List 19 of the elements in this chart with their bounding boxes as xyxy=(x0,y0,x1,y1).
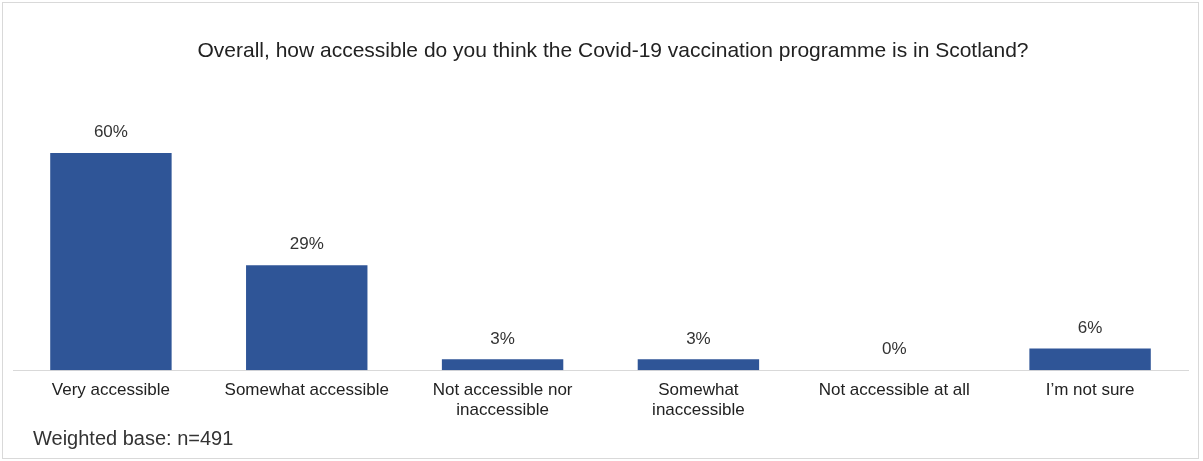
chart-title: Overall, how accessible do you think the Covid-19 vaccination programme is in Scotland? xyxy=(196,37,1030,63)
data-label: 3% xyxy=(686,328,711,348)
data-label: 3% xyxy=(490,328,515,348)
x-tick-label: Somewhat inaccessible xyxy=(652,380,745,420)
bar xyxy=(50,153,172,371)
bar xyxy=(441,359,564,371)
text: Weighted base: n=491 xyxy=(33,427,234,450)
bar xyxy=(1029,348,1151,371)
data-label: 6% xyxy=(1077,317,1103,337)
data-label: 0% xyxy=(881,339,907,359)
bar xyxy=(637,359,760,371)
data-label: 60% xyxy=(93,122,128,142)
x-tick-label: Somewhat accessible xyxy=(224,380,389,400)
x-tick-label: Not accessible nor inaccessible xyxy=(432,380,573,420)
data-label: 29% xyxy=(289,234,324,254)
x-tick-label: Very accessible xyxy=(51,380,170,400)
x-tick-label: I’m not sure xyxy=(1045,380,1135,400)
x-tick-label: Not accessible at all xyxy=(818,380,970,400)
bar xyxy=(246,265,368,371)
